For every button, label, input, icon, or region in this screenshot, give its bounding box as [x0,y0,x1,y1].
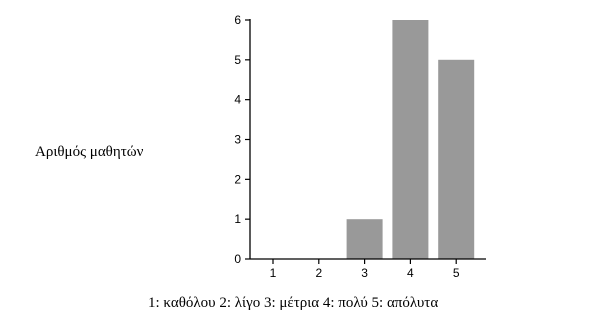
bar-5 [438,59,475,259]
x-tick-label: 4 [407,266,414,280]
x-tick-label: 3 [361,266,368,280]
y-tick-label: 5 [234,53,241,67]
y-tick-label: 2 [234,172,241,186]
y-tick-label: 1 [234,212,241,226]
y-tick-label: 4 [234,93,241,107]
y-tick-label: 3 [234,133,241,147]
y-axis-label: Αριθμός μαθητών [35,144,144,160]
x-tick-label: 2 [315,266,322,280]
y-ticks-group: 0 1 2 3 4 5 6 [234,13,250,266]
bar-3 [346,219,383,259]
x-axis-label: 1: καθόλου 2: λίγο 3: μέτρια 4: πολύ 5: … [148,295,438,311]
x-tick-label: 1 [270,266,277,280]
y-tick-label: 6 [234,13,241,27]
bar-4 [392,20,429,259]
x-ticks-group: 1 2 3 4 5 [270,259,460,280]
bars-group [346,20,475,259]
y-tick-label: 0 [234,252,241,266]
x-tick-label: 5 [453,266,460,280]
